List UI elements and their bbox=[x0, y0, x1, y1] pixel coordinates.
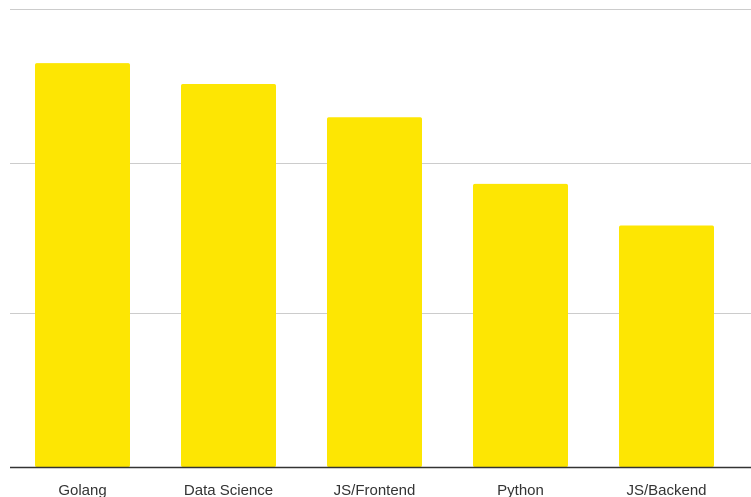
x-tick-label: Golang bbox=[58, 482, 106, 497]
bar-python bbox=[473, 183, 568, 467]
x-tick-label: Data Science bbox=[184, 482, 273, 497]
bar-js-frontend bbox=[327, 117, 422, 467]
x-tick-label: JS/Frontend bbox=[334, 482, 416, 497]
bar-js-backend bbox=[619, 225, 714, 467]
bars bbox=[35, 63, 714, 468]
category-labels: Golang Data Science JS/Frontend Python JS/Ba… bbox=[58, 482, 706, 497]
bar-golang bbox=[35, 63, 130, 468]
x-tick-label: Python bbox=[497, 482, 544, 497]
bar-data-science bbox=[181, 83, 276, 467]
x-tick-label: JS/Backend bbox=[626, 482, 706, 497]
